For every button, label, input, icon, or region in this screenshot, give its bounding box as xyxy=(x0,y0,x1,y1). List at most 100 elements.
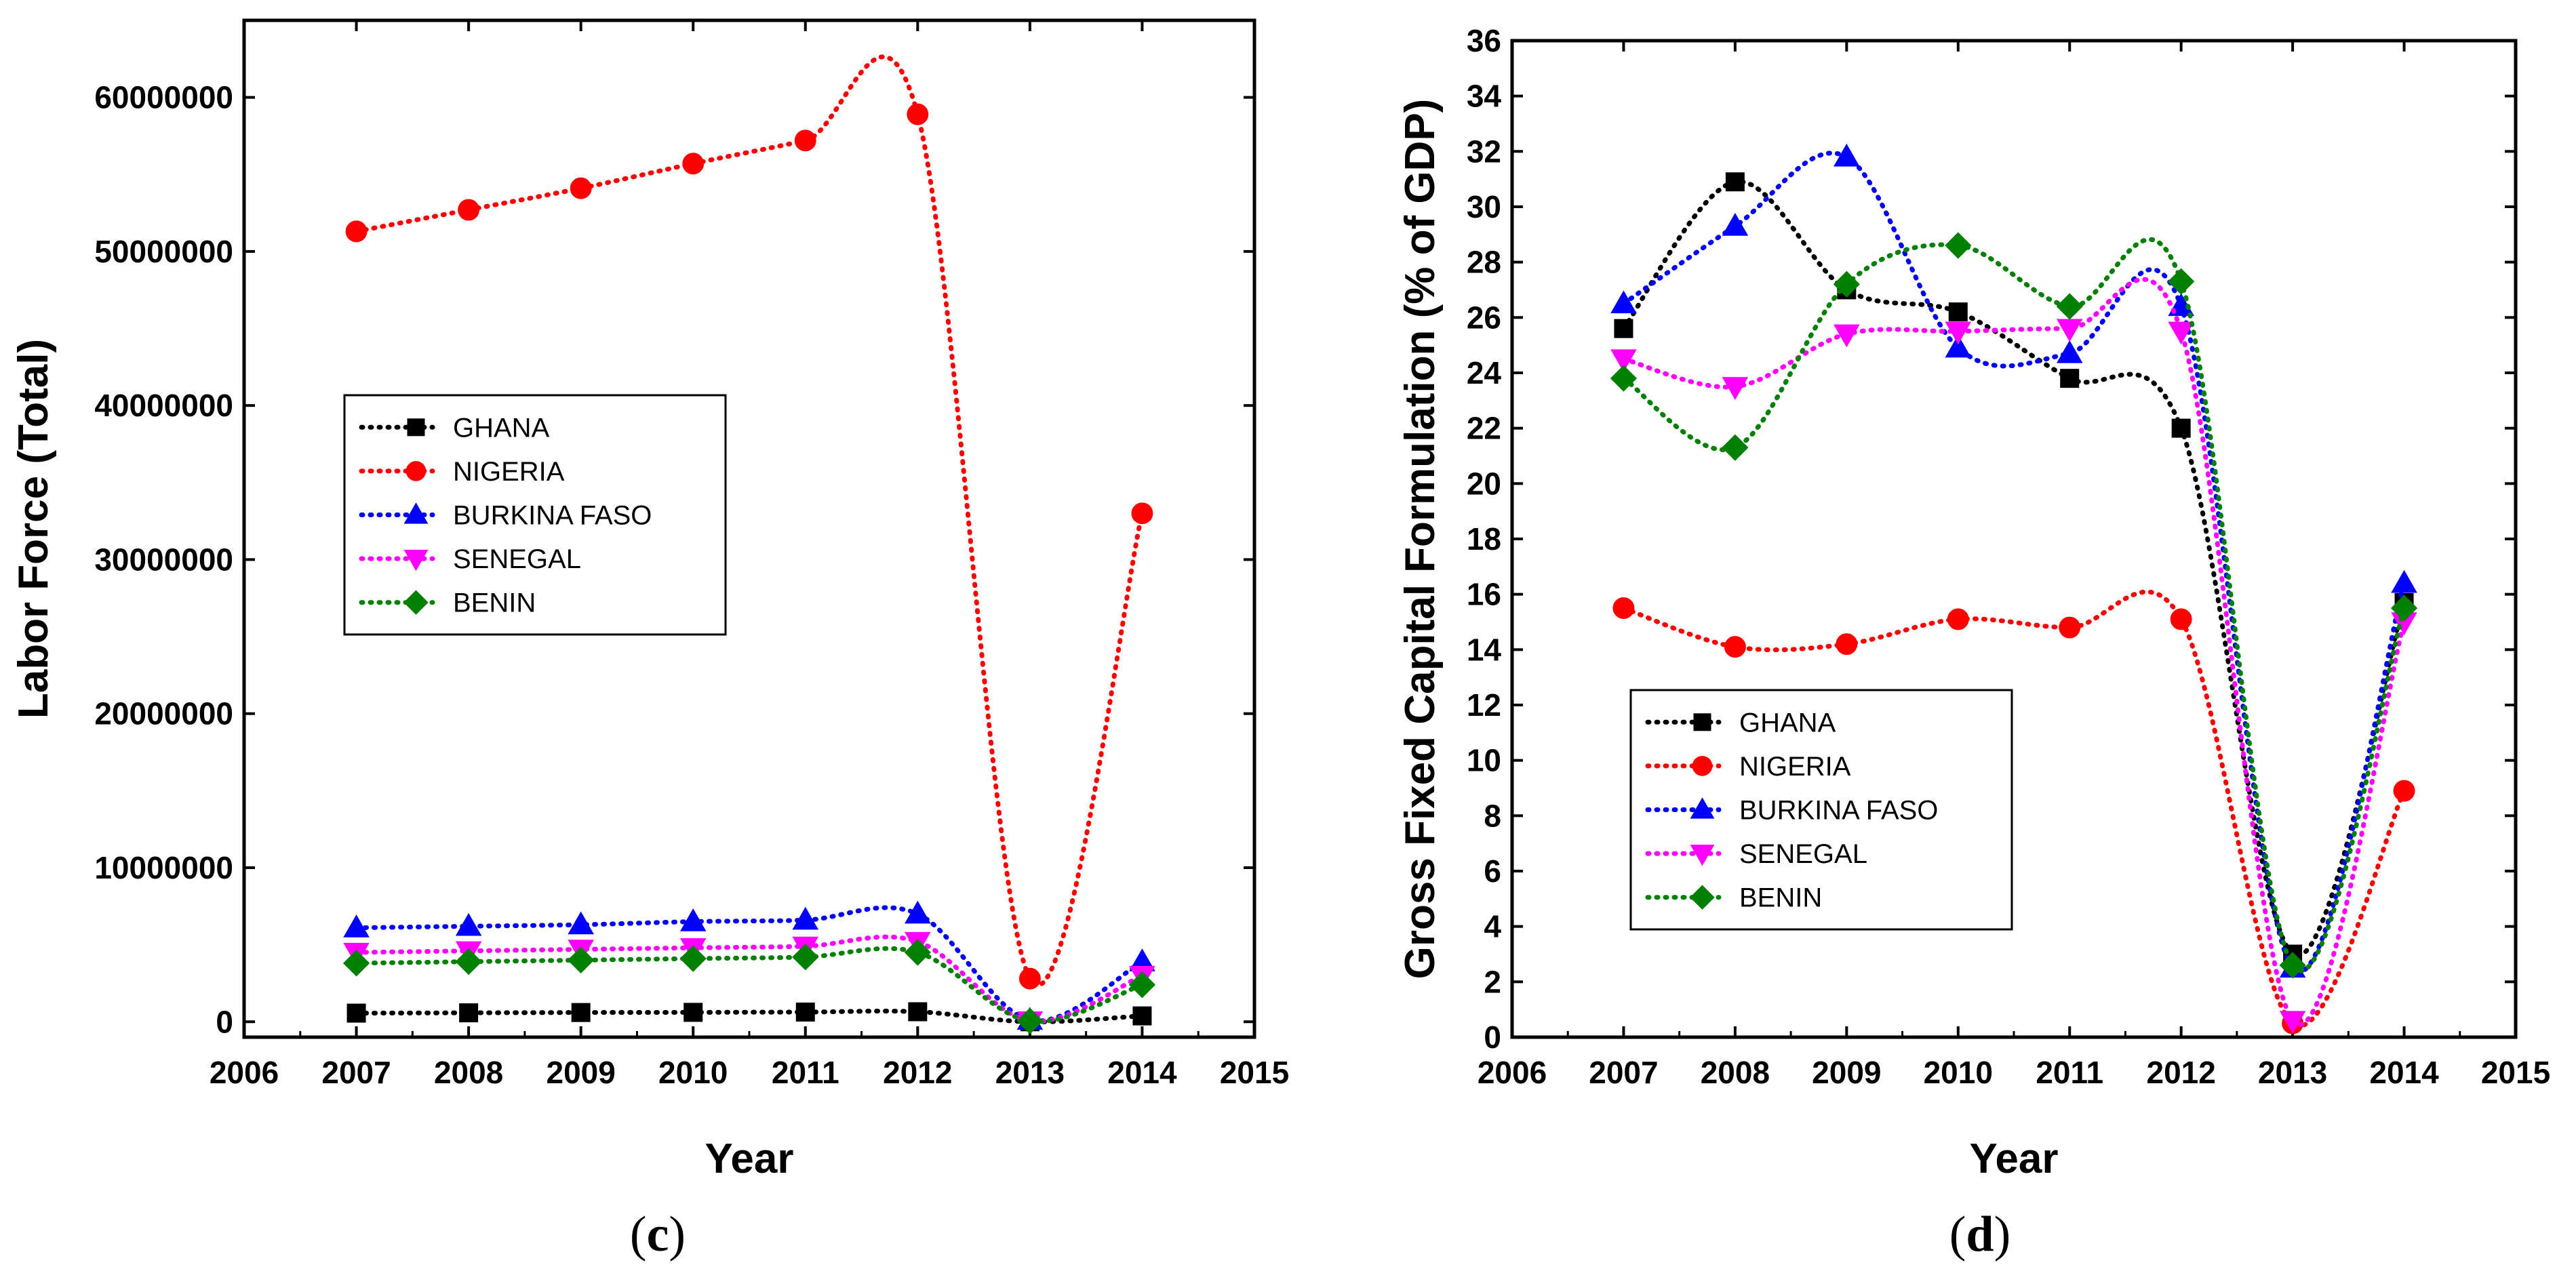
panel-c-series-benin xyxy=(342,939,1156,1034)
panel-c-data-point-nigeria xyxy=(345,220,368,243)
panel-c-x-tick-label: 2010 xyxy=(658,1055,728,1090)
panel-c-legend-marker-senegal xyxy=(403,549,429,571)
panel-d-y-tick-label: 26 xyxy=(1467,300,1501,335)
panel-d-data-point-benin xyxy=(2056,293,2083,320)
panel-d-y-tick-label: 22 xyxy=(1467,411,1501,446)
panel-c-y-tick-label: 30000000 xyxy=(94,542,233,577)
panel-d-legend-label-nigeria: NIGERIA xyxy=(1739,752,1851,782)
panel-c-legend-label-ghana: GHANA xyxy=(453,413,550,443)
panel-d-y-tick-label: 10 xyxy=(1467,743,1501,778)
panel-c-legend-marker-benin xyxy=(403,590,429,615)
panel-c-y-tick-label: 20000000 xyxy=(94,696,233,731)
panel-d-data-point-ghana xyxy=(1614,319,1633,338)
panel-d-y-tick-label: 34 xyxy=(1467,79,1502,114)
panel-d-data-point-senegal xyxy=(2279,1011,2306,1034)
panel-c-data-point-nigeria xyxy=(1018,967,1041,990)
panel-d-x-tick-label: 2009 xyxy=(1812,1055,1881,1090)
panel-d-y-axis-title: Gross Fixed Capital Formulation (% of GD… xyxy=(1397,99,1444,980)
panel-d-y-tick-label: 24 xyxy=(1467,355,1502,390)
panel-d-series-benin xyxy=(1610,232,2418,979)
panel-d-y-tick-label: 6 xyxy=(1484,853,1501,889)
panel-c-data-point-burkina-faso xyxy=(792,906,819,930)
panel-c-data-point-burkina-faso xyxy=(343,914,370,938)
panel-d-data-point-ghana xyxy=(1948,302,1968,322)
panel-c-data-point-ghana xyxy=(908,1002,928,1022)
panel-d-data-point-nigeria xyxy=(1612,597,1635,620)
panel-d-data-point-senegal xyxy=(1722,377,1749,400)
panel-d-legend: GHANA NIGERIA BURKINA FASO SENEGAL BENIN xyxy=(1629,689,2013,931)
panel-c-data-point-ghana xyxy=(1132,1006,1152,1026)
panel-d-y-tick-label: 2 xyxy=(1484,964,1501,999)
panel-d-y-tick-label: 28 xyxy=(1467,245,1501,280)
panel-c-series-nigeria xyxy=(345,54,1153,990)
panel-c-y-tick-label: 60000000 xyxy=(94,80,233,115)
panel-d-data-point-benin xyxy=(2168,268,2195,295)
panel-c-data-point-nigeria xyxy=(570,177,592,199)
panel-d-legend-marker-nigeria xyxy=(1692,756,1713,776)
panel-d-y-tick-label: 30 xyxy=(1467,189,1501,224)
panel-d-x-tick-label: 2008 xyxy=(1701,1055,1770,1090)
panel-d-x-tick-label: 2012 xyxy=(2146,1055,2215,1090)
panel-c-data-point-nigeria xyxy=(907,103,929,125)
panel-d-data-point-benin xyxy=(1945,232,1972,259)
panel-d-chart: 2006 2007 2008 2009 2010 2011 2012 2013 2014 2015… xyxy=(1397,23,2550,1182)
panel-c-data-point-benin xyxy=(342,950,370,977)
panel-d-data-point-burkina-faso xyxy=(1722,213,1749,236)
panel-d-x-tick-label: 2011 xyxy=(2036,1055,2103,1090)
panel-d-y-tick-label: 32 xyxy=(1467,134,1501,169)
panel-c-data-point-ghana xyxy=(683,1003,703,1022)
panel-c-data-point-ghana xyxy=(346,1003,366,1023)
panel-c-series-line-senegal xyxy=(354,934,1145,1024)
panel-d-y-tick-label: 14 xyxy=(1467,632,1502,667)
panel-d-y-tick-label: 18 xyxy=(1467,521,1501,557)
panel-d-data-point-nigeria xyxy=(1724,636,1746,658)
panel-d-x-tick-label: 2010 xyxy=(1924,1055,1993,1090)
panel-d-data-point-burkina-faso xyxy=(2391,569,2417,593)
panel-d-legend-label-ghana: GHANA xyxy=(1739,708,1836,738)
panel-c-data-point-nigeria xyxy=(458,199,480,221)
panel-c-x-axis-title: Year xyxy=(705,1135,793,1182)
panel-d-data-point-senegal xyxy=(1834,324,1860,348)
panel-d-y-tick-label: 12 xyxy=(1467,687,1501,723)
panel-c-data-point-ghana xyxy=(795,1002,815,1022)
panel-d-data-point-burkina-faso xyxy=(1610,290,1637,314)
panel-c-data-point-nigeria xyxy=(682,153,705,175)
panel-c-data-point-burkina-faso xyxy=(905,900,931,924)
panel-c-data-point-burkina-faso xyxy=(455,912,482,936)
panel-c-legend-marker-burkina-faso xyxy=(403,502,429,524)
panel-c-x-tick-label: 2015 xyxy=(1220,1055,1289,1090)
panel-d-y-tick-label: 0 xyxy=(1484,1020,1501,1055)
panel-c-data-point-ghana xyxy=(459,1003,479,1023)
panel-c-x-tick-label: 2011 xyxy=(772,1055,839,1090)
panel-c-data-point-benin xyxy=(455,948,482,975)
panel-c-data-point-benin xyxy=(679,945,707,972)
panel-c-legend: GHANA NIGERIA BURKINA FASO SENEGAL BENIN xyxy=(343,394,727,636)
panel-d-x-tick-label: 2015 xyxy=(2481,1055,2550,1090)
panel-d-data-point-ghana xyxy=(2171,418,2191,438)
panel-c-legend-label-nigeria: NIGERIA xyxy=(453,457,565,487)
panel-c-x-tick-label: 2013 xyxy=(995,1055,1065,1090)
panel-c-data-point-nigeria xyxy=(1131,502,1153,525)
panel-d-legend-label-burkina-faso: BURKINA FASO xyxy=(1739,796,1938,826)
panel-c-series-line-nigeria xyxy=(354,54,1145,988)
panel-d-legend-marker-benin xyxy=(1690,885,1715,910)
panel-c-x-tick-label: 2007 xyxy=(321,1055,391,1090)
panel-d-data-point-burkina-faso xyxy=(1945,334,1972,358)
panel-d-data-point-nigeria xyxy=(1836,633,1858,656)
panel-c-data-point-benin xyxy=(792,944,819,971)
panel-c-y-axis-title: Labor Force (Total) xyxy=(10,339,57,719)
panel-c-legend-label-benin: BENIN xyxy=(453,588,536,618)
panel-d-data-point-senegal xyxy=(1945,321,1972,345)
panel-c-legend-marker-nigeria xyxy=(405,461,427,481)
panel-d-y-tick-label: 20 xyxy=(1467,466,1501,501)
panel-c-legend-label-burkina-faso: BURKINA FASO xyxy=(453,501,652,531)
panel-d-data-point-nigeria xyxy=(2393,780,2415,802)
panel-d-data-point-senegal xyxy=(2168,321,2194,345)
panel-d-data-point-senegal xyxy=(1610,349,1637,373)
panel-caption-c: (c) xyxy=(630,1207,686,1262)
panel-d-legend-label-benin: BENIN xyxy=(1739,883,1822,913)
panel-c-data-point-burkina-faso xyxy=(568,911,594,935)
panel-c-data-point-ghana xyxy=(571,1003,591,1022)
panel-c-legend-label-senegal: SENEGAL xyxy=(453,544,581,574)
panel-d-data-point-ghana xyxy=(2060,369,2080,388)
